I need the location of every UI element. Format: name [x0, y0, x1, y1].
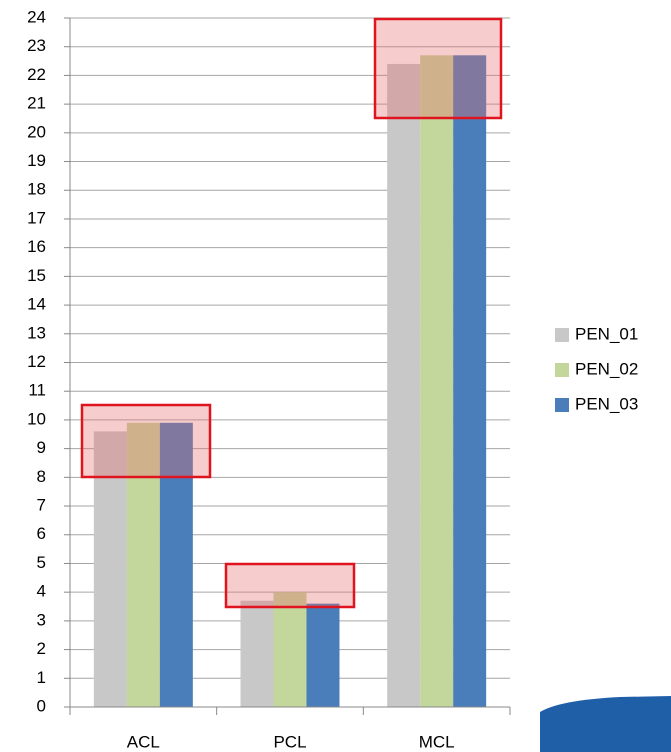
y-tick-label: 13 — [27, 323, 46, 342]
y-tick-label: 16 — [27, 237, 46, 256]
bar — [453, 55, 487, 707]
y-tick-label: 1 — [37, 668, 46, 687]
y-tick-label: 22 — [27, 65, 46, 84]
y-tick-label: 20 — [27, 122, 46, 141]
y-tick-label: 3 — [37, 610, 46, 629]
y-tick-label: 9 — [37, 438, 46, 457]
legend-swatch — [555, 398, 569, 412]
y-tick-label: 12 — [27, 352, 46, 371]
y-tick-label: 11 — [28, 381, 46, 400]
legend-swatch — [555, 328, 569, 342]
y-tick-label: 19 — [27, 151, 46, 170]
y-tick-label: 7 — [37, 496, 46, 515]
y-tick-label: 18 — [27, 180, 46, 199]
bar — [306, 603, 340, 707]
highlight-box — [373, 17, 503, 120]
legend-swatch — [555, 363, 569, 377]
y-tick-label: 5 — [37, 553, 46, 572]
logo-fragment — [540, 696, 671, 752]
bar — [240, 600, 274, 707]
x-tick-label: ACL — [127, 732, 160, 751]
y-tick-label: 24 — [27, 7, 46, 26]
y-tick-label: 23 — [27, 36, 46, 55]
highlight-box — [80, 403, 212, 479]
bar — [159, 422, 193, 707]
x-tick-label: PCL — [273, 732, 306, 751]
y-tick-label: 8 — [37, 467, 46, 486]
x-tick-label: MCL — [419, 732, 455, 751]
highlight-box — [224, 562, 356, 609]
highlights — [80, 17, 503, 609]
y-tick-label: 15 — [27, 266, 46, 285]
y-tick-label: 0 — [37, 696, 46, 715]
legend-label: PEN_03 — [575, 394, 638, 413]
y-tick-label: 2 — [37, 639, 46, 658]
bar — [273, 592, 307, 707]
y-tick-label: 21 — [27, 94, 46, 113]
y-tick-label: 6 — [37, 524, 46, 543]
y-tick-label: 4 — [37, 582, 46, 601]
legend-label: PEN_02 — [575, 359, 638, 378]
legend-label: PEN_01 — [575, 324, 638, 343]
y-tick-label: 17 — [27, 208, 46, 227]
bar — [420, 55, 454, 707]
y-tick-label: 10 — [27, 409, 46, 428]
bar — [126, 422, 160, 707]
y-tick-label: 14 — [27, 295, 46, 314]
bar — [387, 63, 421, 707]
